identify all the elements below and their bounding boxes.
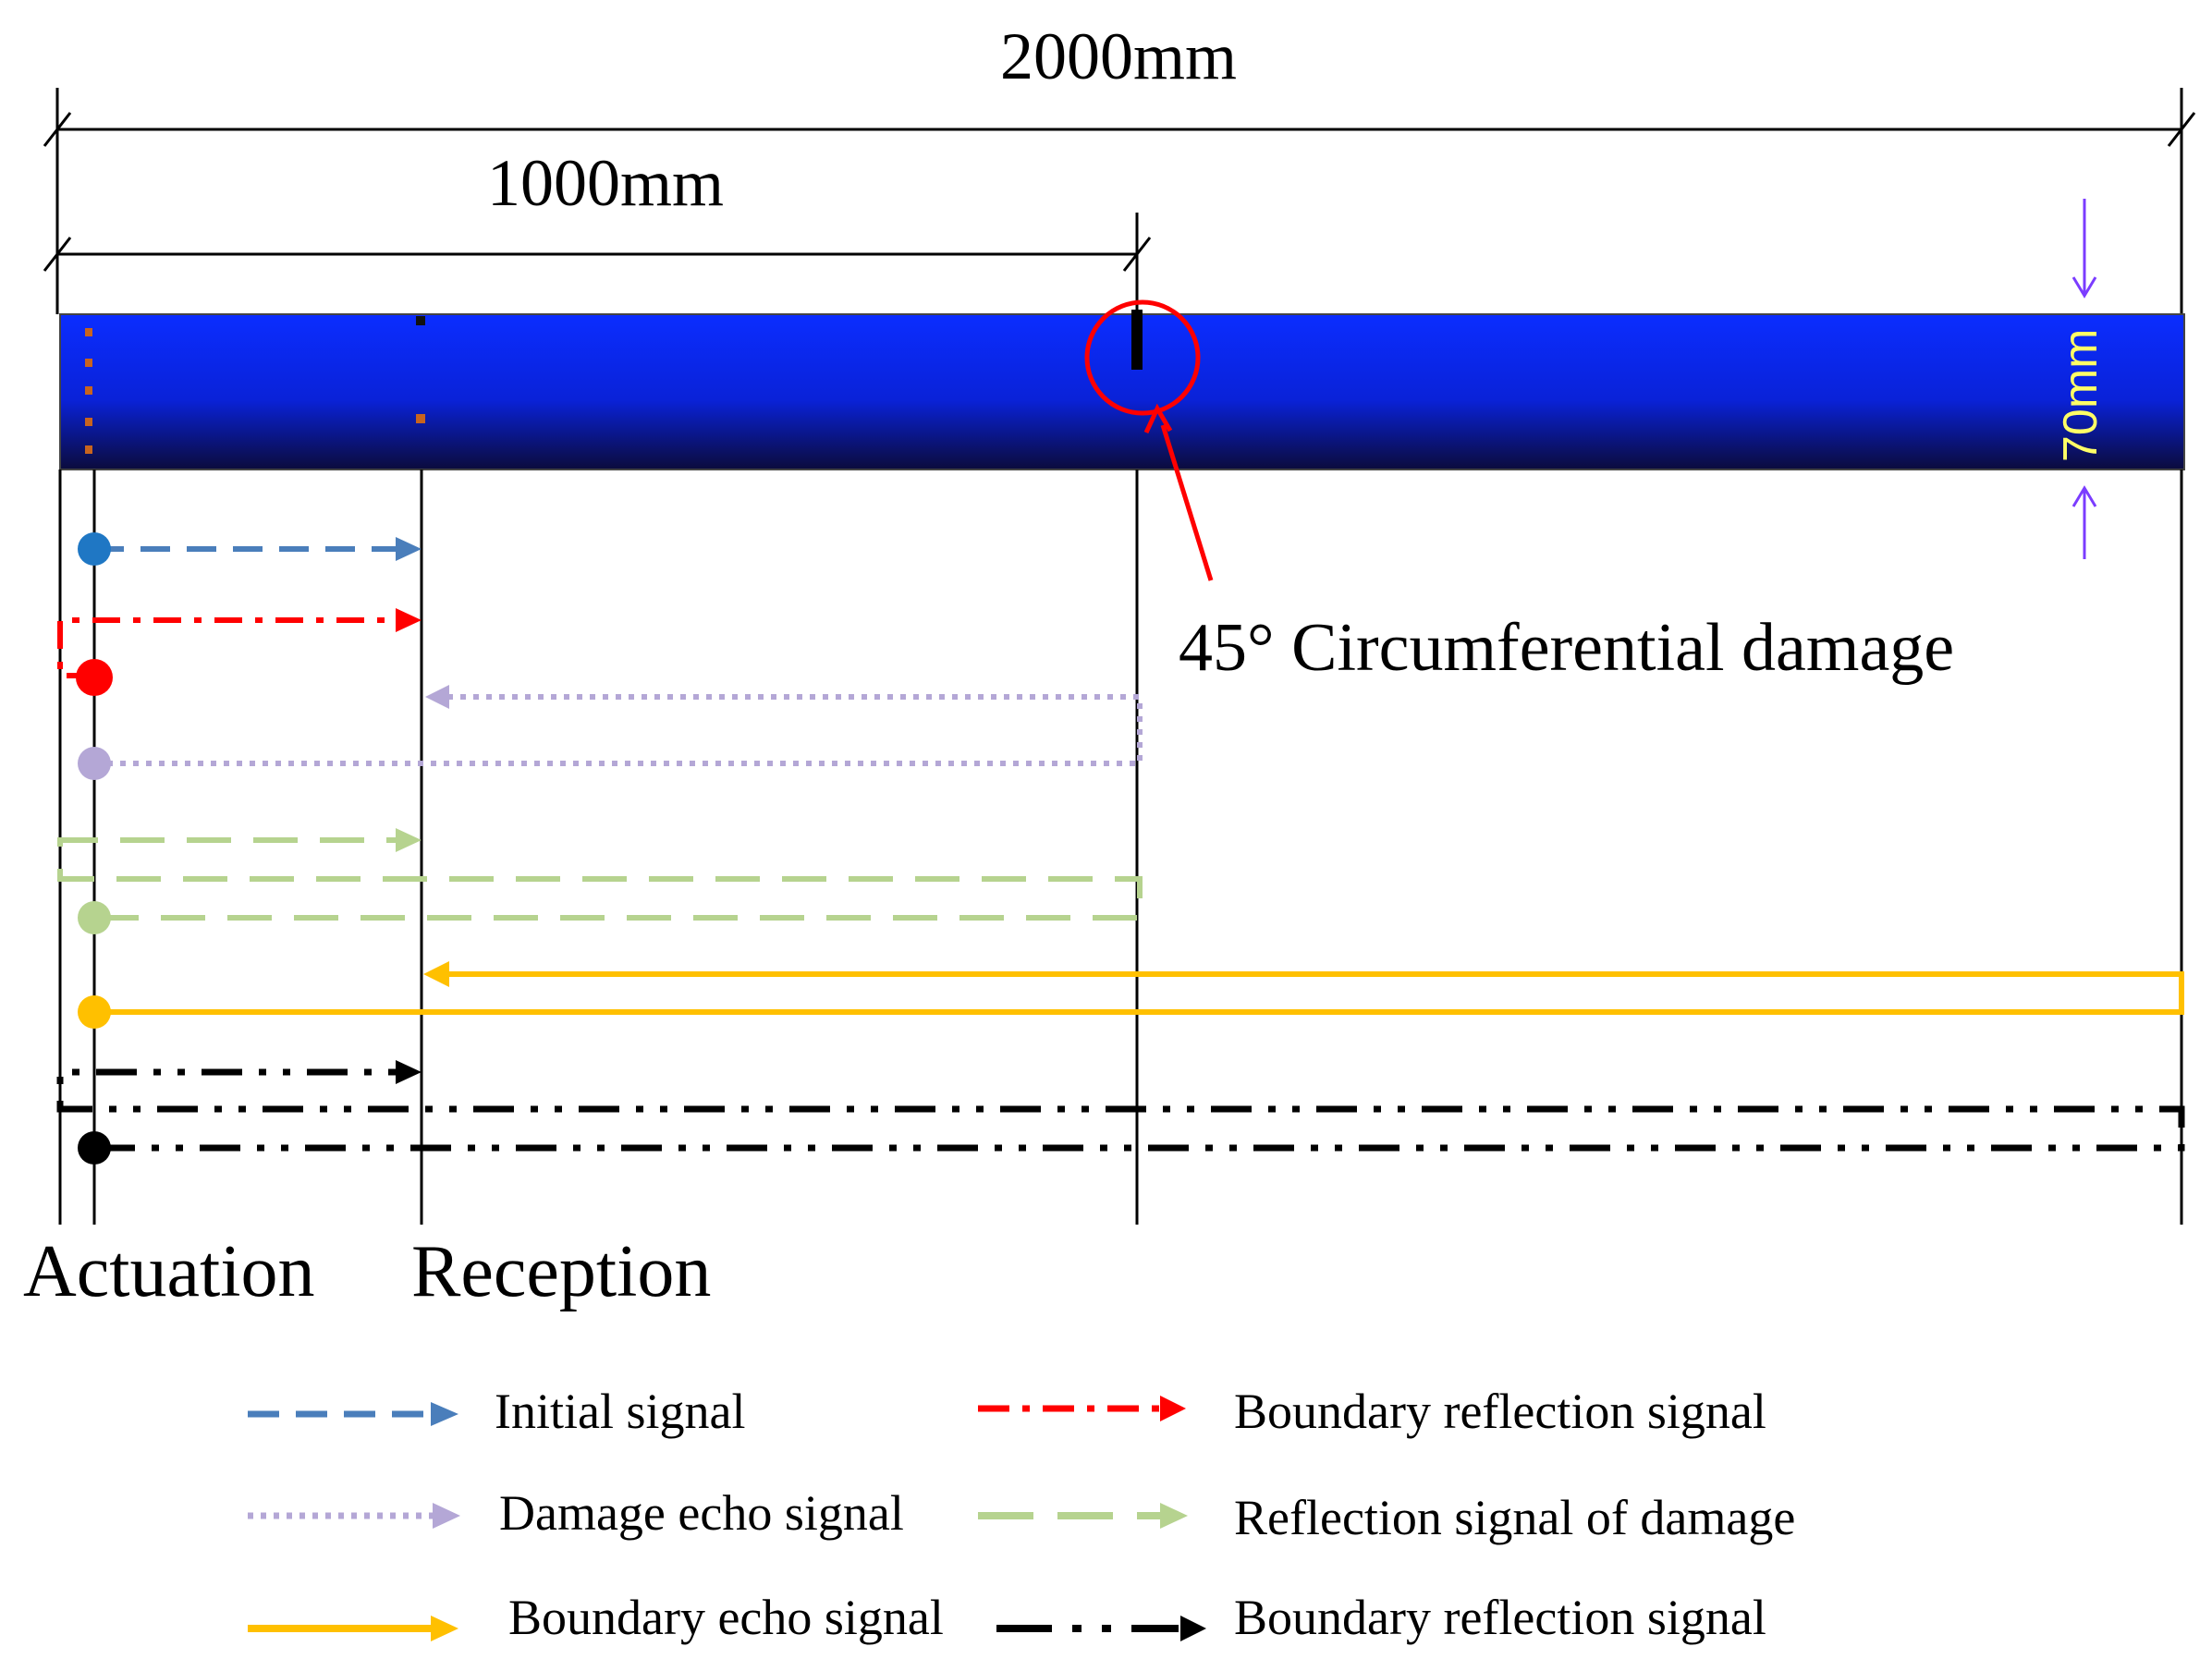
path-boundary-reflection-black	[56, 1060, 2185, 1165]
dimension-2000mm: 2000mm	[43, 19, 2196, 314]
legend-label: Boundary echo signal	[508, 1590, 944, 1645]
damage-notch	[1131, 310, 1143, 370]
legend-item-damage-echo: Damage echo signal	[248, 1485, 904, 1541]
legend-item-boundary-reflection-red: Boundary reflection signal	[978, 1384, 1766, 1439]
legend-label: Boundary reflection signal	[1234, 1384, 1766, 1439]
damage-label: 45° Circumferential damage	[1179, 610, 1954, 686]
legend-label: Reflection signal of damage	[1234, 1490, 1795, 1545]
damage-circle	[1084, 299, 1201, 416]
dimension-diameter-label: 70mm	[2054, 329, 2108, 462]
legend-item-boundary-echo: Boundary echo signal	[248, 1590, 944, 1645]
path-boundary-reflection-red	[57, 608, 422, 696]
legend-item-reflection-of-damage: Reflection signal of damage	[978, 1490, 1795, 1545]
legend-item-boundary-reflection-black: Boundary reflection signal	[996, 1590, 1766, 1645]
dimension-total-label: 2000mm	[1000, 19, 1237, 93]
legend-label: Boundary reflection signal	[1234, 1590, 1766, 1645]
damage-pointer	[1143, 403, 1214, 581]
actuation-transducers	[85, 328, 92, 454]
path-damage-echo	[78, 685, 1143, 780]
actuation-label: Actuation	[23, 1231, 314, 1312]
dimension-damage-label: 1000mm	[487, 146, 724, 220]
legend: Initial signal Boundary reflection signa…	[248, 1384, 1795, 1645]
pipe	[59, 299, 2185, 470]
path-boundary-echo	[78, 961, 2184, 1029]
path-reflection-of-damage	[57, 828, 1143, 934]
legend-label: Damage echo signal	[499, 1485, 904, 1541]
path-initial-signal	[78, 532, 422, 566]
position-lines	[58, 470, 2183, 1225]
dimension-1000mm: 1000mm	[43, 146, 1152, 314]
legend-label: Initial signal	[495, 1384, 745, 1439]
legend-item-initial-signal: Initial signal	[248, 1384, 745, 1439]
dimension-70mm: 70mm	[2054, 199, 2108, 559]
reception-label: Reception	[411, 1231, 711, 1312]
reception-transducers	[416, 316, 425, 423]
